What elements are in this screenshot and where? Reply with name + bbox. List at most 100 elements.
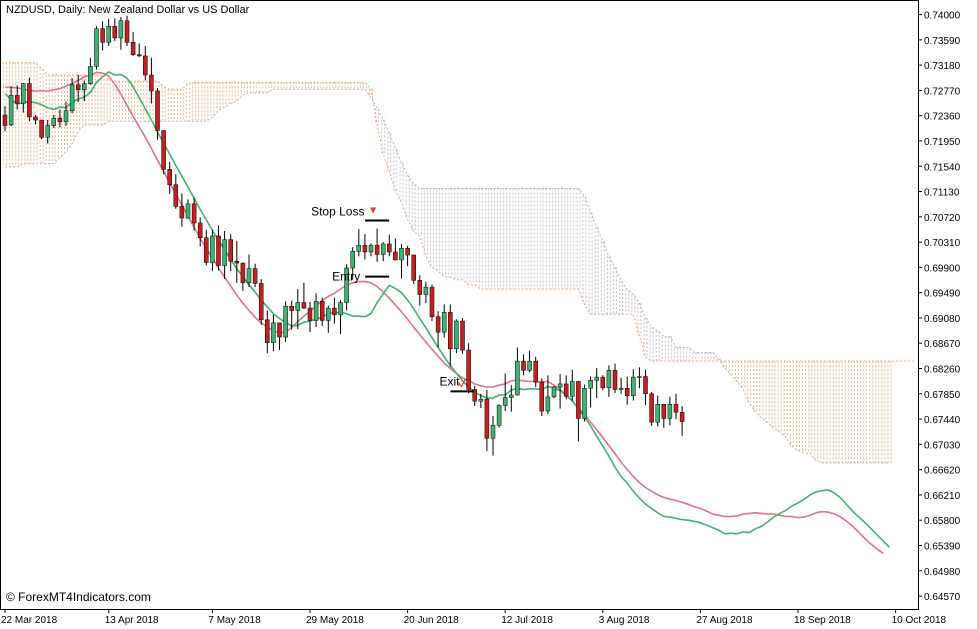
candle-body xyxy=(643,376,648,395)
candle xyxy=(393,238,398,261)
x-tick-label: 22 Mar 2018 xyxy=(1,615,58,626)
candle-body xyxy=(557,383,563,388)
candle-body xyxy=(509,394,514,398)
candle-body xyxy=(185,203,191,219)
candle-body xyxy=(14,95,20,104)
price-axis: 0.74000 0.73590 0.73180 0.72770 0.72360 0.719… xyxy=(918,11,961,603)
candle xyxy=(460,317,465,354)
plot-frame xyxy=(0,0,919,610)
candle-body xyxy=(368,244,374,253)
candle-body xyxy=(521,360,526,371)
candle-body xyxy=(631,376,636,396)
candle-body xyxy=(222,239,227,266)
y-tick-label: 0.72770 xyxy=(924,86,961,97)
watermark: © ForexMT4Indicators.com xyxy=(6,590,151,604)
candle-body xyxy=(435,316,441,333)
candle-body xyxy=(33,116,38,121)
candle-body xyxy=(478,399,484,402)
candle xyxy=(283,301,288,342)
candle xyxy=(563,375,569,400)
y-tick-label: 0.68670 xyxy=(924,339,961,350)
candle-body xyxy=(661,404,667,419)
candle xyxy=(472,385,477,407)
candle xyxy=(63,101,69,127)
candle xyxy=(39,119,44,140)
candle-body xyxy=(326,307,331,321)
candle-body xyxy=(191,203,197,224)
candle-body xyxy=(271,322,276,343)
candle-body xyxy=(124,20,130,43)
candle-body xyxy=(155,90,160,131)
candle-body xyxy=(527,360,532,371)
candle xyxy=(100,21,105,51)
candle-body xyxy=(582,387,587,419)
candle-body xyxy=(594,376,599,381)
candle xyxy=(618,377,624,394)
candle xyxy=(313,293,319,328)
x-tick-label: 27 Aug 2018 xyxy=(696,615,753,626)
candle xyxy=(246,254,252,288)
candle xyxy=(478,393,484,408)
y-tick-label: 0.65800 xyxy=(924,516,961,527)
candle-body xyxy=(63,110,69,123)
candle-body xyxy=(277,322,282,338)
x-tick-label: 20 Jun 2018 xyxy=(404,615,459,626)
y-tick-label: 0.71130 xyxy=(924,188,960,199)
y-tick-label: 0.70720 xyxy=(924,213,961,224)
candle-body xyxy=(75,84,81,91)
y-tick-label: 0.72360 xyxy=(924,112,961,123)
y-tick-label: 0.74000 xyxy=(924,11,961,22)
candle xyxy=(289,300,294,330)
candle-body xyxy=(301,302,307,309)
candle-body xyxy=(82,83,87,91)
candle-body xyxy=(484,399,490,439)
entry-label: Entry xyxy=(332,270,360,284)
candle xyxy=(258,279,264,325)
candle-body xyxy=(265,319,270,343)
candle xyxy=(655,395,660,427)
candle-body xyxy=(649,393,654,423)
candle xyxy=(57,109,63,128)
candle xyxy=(271,314,276,352)
candle-body xyxy=(173,184,179,207)
candle xyxy=(582,384,587,422)
y-tick-label: 0.64570 xyxy=(924,592,961,603)
candle-body xyxy=(179,206,185,219)
candle-body xyxy=(411,254,416,281)
candle xyxy=(588,376,593,408)
candle-body xyxy=(545,396,551,412)
y-tick-label: 0.73180 xyxy=(924,61,961,72)
candle-body xyxy=(399,248,404,261)
candle xyxy=(216,225,221,271)
candle xyxy=(2,105,8,132)
candle-body xyxy=(240,262,246,284)
candle-body xyxy=(515,360,520,396)
candle-body xyxy=(69,84,75,112)
x-tick-label: 13 Apr 2018 xyxy=(105,615,159,626)
candle-body xyxy=(570,381,575,397)
candle xyxy=(667,396,673,426)
candle xyxy=(423,281,429,304)
candle-body xyxy=(496,405,502,426)
candle xyxy=(173,174,179,209)
candle xyxy=(88,57,93,85)
candle-body xyxy=(612,370,618,390)
candle-body xyxy=(252,268,258,284)
candle-body xyxy=(204,237,209,263)
exit-check-icon xyxy=(458,379,467,388)
candle xyxy=(399,243,404,279)
candle-body xyxy=(600,376,606,388)
candle-body xyxy=(197,222,203,239)
candle xyxy=(75,74,81,103)
candle xyxy=(649,391,654,426)
candle xyxy=(210,229,215,272)
candle-body xyxy=(216,235,221,266)
candle-body xyxy=(673,404,679,413)
candle xyxy=(167,161,172,195)
candle xyxy=(136,43,142,58)
candle-body xyxy=(295,302,301,311)
candle-body xyxy=(143,55,148,76)
candle xyxy=(441,304,447,338)
